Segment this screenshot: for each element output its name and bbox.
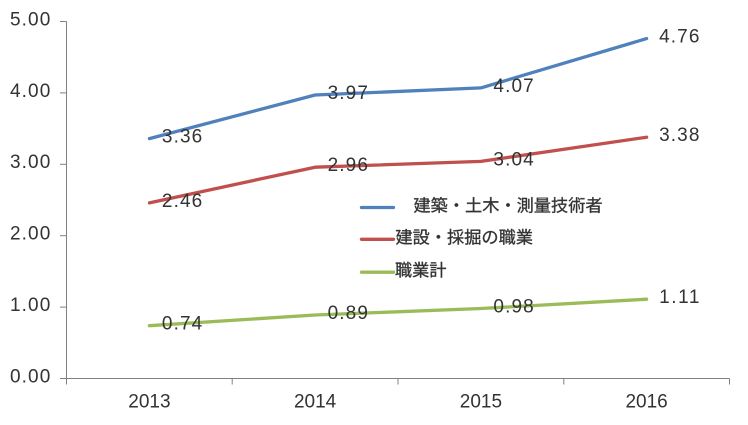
- svg-text:2.46: 2.46: [162, 191, 202, 212]
- svg-text:3.38: 3.38: [659, 125, 699, 146]
- svg-text:4.00: 4.00: [10, 81, 50, 102]
- svg-text:2015: 2015: [460, 391, 502, 412]
- svg-text:2.96: 2.96: [328, 155, 368, 176]
- svg-text:0.00: 0.00: [10, 366, 50, 387]
- svg-text:2014: 2014: [294, 391, 337, 412]
- svg-text:0.89: 0.89: [328, 303, 368, 324]
- svg-text:2.00: 2.00: [10, 224, 50, 245]
- svg-text:1.11: 1.11: [659, 287, 699, 308]
- svg-text:2013: 2013: [128, 391, 170, 412]
- svg-text:0.74: 0.74: [162, 314, 203, 335]
- svg-text:3.36: 3.36: [162, 127, 202, 148]
- svg-text:3.04: 3.04: [493, 149, 534, 170]
- svg-text:4.76: 4.76: [659, 27, 699, 48]
- svg-text:0.98: 0.98: [493, 296, 533, 317]
- svg-text:5.00: 5.00: [10, 9, 50, 30]
- svg-text:2016: 2016: [625, 391, 667, 412]
- svg-text:3.97: 3.97: [328, 83, 368, 104]
- svg-text:3.00: 3.00: [10, 152, 50, 173]
- svg-text:4.07: 4.07: [493, 76, 533, 97]
- svg-text:1.00: 1.00: [10, 295, 50, 316]
